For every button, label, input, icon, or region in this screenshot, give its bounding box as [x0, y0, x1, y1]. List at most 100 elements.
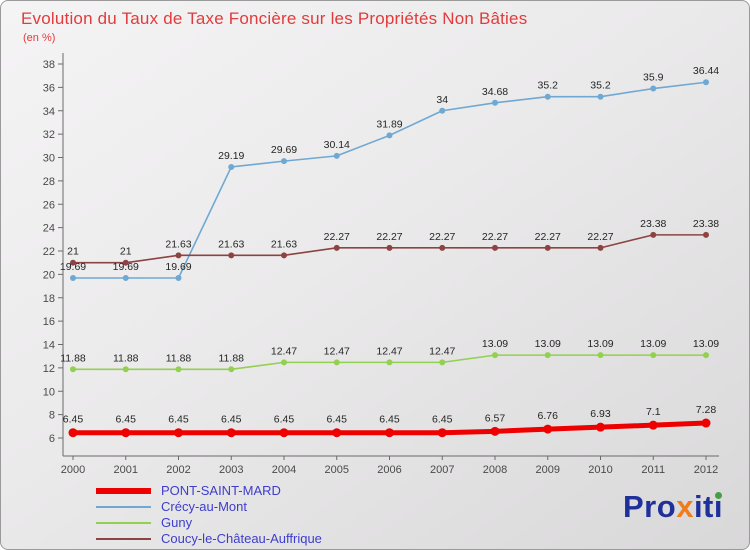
svg-text:22.27: 22.27 — [482, 231, 508, 243]
svg-text:35.9: 35.9 — [643, 72, 664, 84]
svg-text:35.2: 35.2 — [538, 80, 559, 92]
svg-text:36: 36 — [43, 82, 55, 94]
svg-text:22.27: 22.27 — [324, 231, 350, 243]
svg-text:7.1: 7.1 — [646, 406, 661, 418]
svg-text:38: 38 — [43, 59, 55, 71]
svg-text:13.09: 13.09 — [535, 338, 561, 350]
logo-text-it: it — [693, 489, 714, 524]
svg-text:14: 14 — [43, 340, 55, 352]
svg-text:22.27: 22.27 — [535, 231, 561, 243]
svg-text:2004: 2004 — [272, 464, 296, 476]
svg-text:21.63: 21.63 — [165, 238, 191, 250]
svg-text:31.89: 31.89 — [376, 118, 402, 130]
svg-text:2011: 2011 — [641, 464, 665, 476]
svg-text:35.2: 35.2 — [590, 80, 611, 92]
svg-text:19.69: 19.69 — [165, 261, 191, 273]
svg-text:13.09: 13.09 — [482, 338, 508, 350]
svg-text:34: 34 — [43, 106, 55, 118]
legend-item-guny: Guny — [96, 516, 322, 529]
svg-text:34: 34 — [436, 94, 448, 106]
svg-text:2000: 2000 — [61, 464, 85, 476]
svg-text:22.27: 22.27 — [587, 231, 613, 243]
svg-text:13.09: 13.09 — [640, 338, 666, 350]
legend-swatch-guny — [96, 521, 151, 524]
legend-item-crecy-au-mont: Crécy-au-Mont — [96, 500, 322, 513]
chart-title: Evolution du Taux de Taxe Foncière sur l… — [21, 9, 528, 28]
svg-text:6.93: 6.93 — [590, 408, 611, 420]
svg-text:21: 21 — [67, 246, 79, 258]
svg-text:24: 24 — [43, 223, 55, 235]
svg-text:6.45: 6.45 — [274, 414, 295, 426]
svg-text:22: 22 — [43, 246, 55, 258]
svg-text:2002: 2002 — [166, 464, 190, 476]
svg-text:26: 26 — [43, 199, 55, 211]
svg-text:29.19: 29.19 — [218, 150, 244, 162]
svg-text:12.47: 12.47 — [324, 345, 350, 357]
legend-label: Coucy-le-Château-Auffrique — [161, 531, 322, 546]
svg-text:2010: 2010 — [588, 464, 612, 476]
svg-text:29.69: 29.69 — [271, 144, 297, 156]
legend-item-coucy-le-chateau-auffrique: Coucy-le-Château-Auffrique — [96, 532, 322, 545]
legend-swatch-pont-saint-mard — [96, 487, 151, 494]
svg-text:36.44: 36.44 — [693, 65, 719, 77]
legend-label: Crécy-au-Mont — [161, 499, 247, 514]
logo-text-pro: Pro — [623, 489, 677, 524]
svg-text:2001: 2001 — [114, 464, 138, 476]
svg-text:32: 32 — [43, 129, 55, 141]
svg-text:2012: 2012 — [694, 464, 718, 476]
svg-text:11.88: 11.88 — [219, 352, 245, 364]
svg-text:16: 16 — [43, 316, 55, 328]
svg-text:23.38: 23.38 — [640, 218, 666, 230]
svg-text:19.69: 19.69 — [113, 261, 139, 273]
svg-text:28: 28 — [43, 176, 55, 188]
svg-text:22.27: 22.27 — [429, 231, 455, 243]
svg-text:12.47: 12.47 — [271, 345, 297, 357]
chart-legend: PONT-SAINT-MARD Crécy-au-Mont Guny Coucy… — [96, 484, 322, 545]
svg-text:10: 10 — [43, 386, 55, 398]
legend-swatch-crecy-au-mont — [96, 505, 151, 508]
logo-text-i-green-dot: ı — [713, 489, 723, 524]
legend-item-pont-saint-mard: PONT-SAINT-MARD — [96, 484, 322, 497]
svg-text:2009: 2009 — [536, 464, 560, 476]
legend-label: PONT-SAINT-MARD — [161, 483, 281, 498]
svg-text:2005: 2005 — [325, 464, 349, 476]
svg-text:8: 8 — [49, 410, 55, 422]
svg-text:12.47: 12.47 — [376, 345, 402, 357]
chart-subtitle: (en %) — [23, 32, 56, 44]
svg-text:6.45: 6.45 — [432, 414, 453, 426]
svg-text:21.63: 21.63 — [218, 238, 244, 250]
svg-text:19.69: 19.69 — [60, 261, 86, 273]
svg-text:34.68: 34.68 — [482, 86, 508, 98]
svg-text:30.14: 30.14 — [324, 139, 350, 151]
svg-text:30: 30 — [43, 153, 55, 165]
svg-text:2007: 2007 — [430, 464, 454, 476]
svg-text:6.45: 6.45 — [221, 414, 242, 426]
svg-text:22.27: 22.27 — [376, 231, 402, 243]
svg-text:11.88: 11.88 — [113, 352, 139, 364]
svg-text:11.88: 11.88 — [166, 352, 192, 364]
svg-text:6.45: 6.45 — [116, 414, 137, 426]
svg-text:21.63: 21.63 — [271, 238, 297, 250]
svg-text:6.45: 6.45 — [379, 414, 400, 426]
svg-text:6.45: 6.45 — [327, 414, 348, 426]
legend-swatch-coucy-le-chateau-auffrique — [96, 537, 151, 540]
svg-text:6.57: 6.57 — [485, 412, 506, 424]
svg-text:12: 12 — [43, 363, 55, 375]
svg-text:12.47: 12.47 — [429, 345, 455, 357]
svg-text:18: 18 — [43, 293, 55, 305]
svg-text:6: 6 — [49, 433, 55, 445]
svg-text:23.38: 23.38 — [693, 218, 719, 230]
svg-text:2006: 2006 — [377, 464, 401, 476]
proxiti-logo: Proxitı — [623, 489, 723, 525]
svg-text:13.09: 13.09 — [587, 338, 613, 350]
svg-text:6.45: 6.45 — [63, 414, 84, 426]
svg-text:6.76: 6.76 — [538, 410, 559, 422]
svg-text:20: 20 — [43, 269, 55, 281]
svg-text:2003: 2003 — [219, 464, 243, 476]
svg-text:11.88: 11.88 — [60, 352, 86, 364]
logo-text-x: x — [676, 489, 694, 524]
svg-text:7.28: 7.28 — [696, 404, 717, 416]
svg-text:6.45: 6.45 — [168, 414, 189, 426]
